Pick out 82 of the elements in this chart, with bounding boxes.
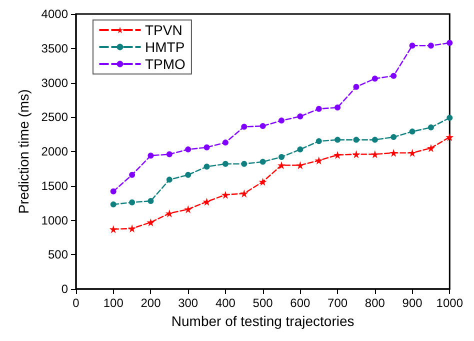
point xyxy=(110,188,116,194)
point xyxy=(278,118,285,124)
point xyxy=(334,136,341,143)
legend-label: HMTP xyxy=(145,39,185,55)
x-tick-label: 900 xyxy=(402,296,423,310)
y-tick-label: 3000 xyxy=(41,76,68,90)
y-tick-label: 4000 xyxy=(41,7,68,21)
y-tick-label: 0 xyxy=(61,282,68,296)
point xyxy=(148,152,154,159)
point xyxy=(222,140,228,146)
point xyxy=(408,148,416,157)
point xyxy=(241,160,248,167)
x-tick-label: 0 xyxy=(72,296,80,310)
point xyxy=(390,134,397,140)
point xyxy=(372,136,378,143)
x-tick-label: 800 xyxy=(364,296,386,310)
point xyxy=(185,172,192,178)
point xyxy=(129,172,136,178)
point xyxy=(110,201,116,208)
x-tick-label: 200 xyxy=(140,296,162,310)
x-tick-label: 500 xyxy=(252,296,274,310)
legend-label: TPVN xyxy=(145,22,182,38)
point xyxy=(314,156,323,164)
point xyxy=(390,72,397,79)
point xyxy=(370,150,379,158)
point xyxy=(165,209,174,218)
point xyxy=(352,150,360,158)
point xyxy=(446,114,453,121)
x-tick-label: 100 xyxy=(103,296,124,310)
point xyxy=(372,76,378,82)
x-tick-label: 400 xyxy=(215,296,236,310)
point xyxy=(446,40,453,46)
point xyxy=(409,42,416,49)
point xyxy=(240,189,248,198)
point xyxy=(428,124,434,130)
point xyxy=(204,144,210,150)
x-tick-label: 300 xyxy=(178,296,198,310)
point xyxy=(278,161,286,170)
point xyxy=(166,151,172,158)
point xyxy=(353,136,360,143)
point xyxy=(204,164,210,170)
point xyxy=(296,161,304,170)
point xyxy=(241,124,248,130)
y-tick-label: 3500 xyxy=(41,41,68,56)
point xyxy=(166,176,172,183)
point xyxy=(222,160,228,167)
point xyxy=(184,205,192,214)
point xyxy=(109,225,118,234)
point xyxy=(446,133,454,142)
point xyxy=(390,148,398,157)
y-tick-label: 2000 xyxy=(41,144,68,158)
y-tick-label: 2500 xyxy=(41,110,68,124)
point xyxy=(428,42,434,49)
point xyxy=(297,146,304,152)
point xyxy=(353,84,360,90)
point xyxy=(334,150,342,159)
point xyxy=(148,198,154,204)
point xyxy=(409,128,416,135)
point xyxy=(426,144,435,152)
point xyxy=(278,154,285,160)
legend-label: TPMO xyxy=(145,56,186,72)
y-tick-label: 1500 xyxy=(41,178,68,193)
point xyxy=(316,138,322,144)
point xyxy=(146,218,155,226)
point xyxy=(334,104,341,110)
x-axis-title: Number of testing trajectories xyxy=(171,312,354,329)
x-tick-label: 700 xyxy=(328,296,348,310)
y-tick-label: 1000 xyxy=(41,213,68,228)
point xyxy=(221,190,230,199)
x-tick-label: 600 xyxy=(290,296,311,310)
point xyxy=(202,198,211,206)
point xyxy=(129,199,136,206)
point xyxy=(260,158,266,165)
x-tick-label: 1000 xyxy=(436,296,464,310)
point xyxy=(316,106,322,112)
y-axis-title: Prediction time (ms) xyxy=(15,89,32,214)
point xyxy=(258,178,267,186)
point xyxy=(185,146,192,152)
y-tick-label: 500 xyxy=(48,248,68,262)
point xyxy=(297,113,304,120)
point xyxy=(260,123,266,130)
point xyxy=(128,224,136,232)
